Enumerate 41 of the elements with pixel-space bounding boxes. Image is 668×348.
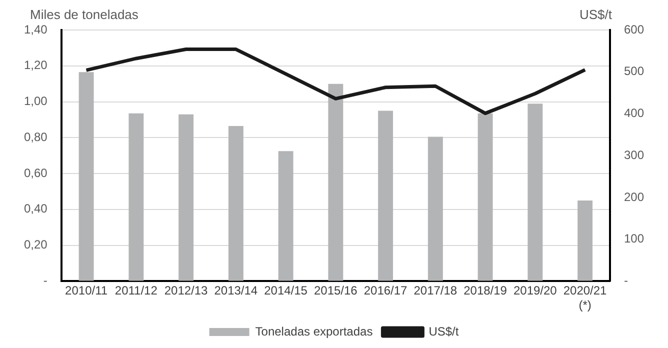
x-tick-label: 2020/21 (*) bbox=[563, 284, 608, 312]
bar bbox=[178, 114, 194, 281]
bar bbox=[328, 84, 344, 281]
y2-tick-label: - bbox=[624, 274, 628, 288]
x-tick-label: 2016/17 bbox=[364, 284, 408, 298]
legend-label: US$/t bbox=[428, 324, 460, 338]
y2-tick-label: 500 bbox=[624, 64, 644, 78]
bar bbox=[378, 110, 394, 281]
y-tick-label: 0,80 bbox=[24, 130, 48, 144]
x-tick-label: 2019/20 bbox=[513, 284, 558, 298]
y2-tick-label: 400 bbox=[624, 106, 644, 120]
bar bbox=[578, 200, 593, 281]
y-tick-label: 1,00 bbox=[24, 94, 48, 108]
x-tick-label: 2017/18 bbox=[414, 284, 458, 298]
x-tick-label: 2015/16 bbox=[314, 284, 358, 298]
y-tick-label: 0,20 bbox=[24, 238, 48, 252]
y2-tick-label: 600 bbox=[624, 22, 644, 36]
bar bbox=[228, 126, 244, 281]
y2-tick-label: 100 bbox=[624, 232, 644, 246]
y-tick-label: - bbox=[43, 274, 48, 288]
legend-label: Toneladas exportadas bbox=[255, 324, 373, 338]
y-tick-label: 1,20 bbox=[24, 58, 48, 72]
y-tick-label: 0,60 bbox=[24, 166, 48, 180]
x-tick-label: 2018/19 bbox=[464, 284, 508, 298]
bar bbox=[478, 113, 493, 281]
y-tick-label: 1,40 bbox=[24, 22, 48, 36]
bar bbox=[128, 113, 144, 281]
x-tick-label: 2010/11 bbox=[65, 284, 108, 298]
bar bbox=[528, 104, 543, 281]
y2-axis-title: US$/t bbox=[579, 7, 612, 22]
y2-tick-label: 200 bbox=[624, 190, 644, 204]
y-axis-title: Miles de toneladas bbox=[30, 7, 139, 22]
bar bbox=[278, 151, 294, 281]
bar bbox=[78, 72, 94, 281]
x-tick-label: 2012/13 bbox=[164, 284, 208, 298]
x-tick-label: 2014/15 bbox=[264, 284, 308, 298]
y2-tick-label: 300 bbox=[624, 148, 644, 162]
bar bbox=[428, 136, 443, 281]
y-tick-label: 0,40 bbox=[24, 202, 48, 216]
x-tick-label: 2011/12 bbox=[114, 284, 158, 298]
x-tick-label: 2013/14 bbox=[214, 284, 258, 298]
